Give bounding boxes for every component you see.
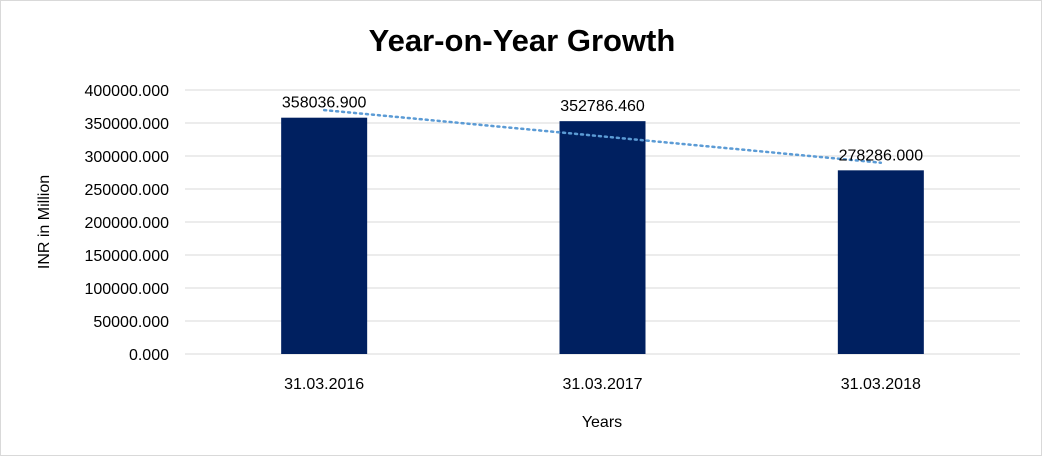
data-labels: 358036.900 352786.460 278286.000 [282,95,923,165]
trendline-layer [322,108,883,164]
x-tick-label: 31.03.2018 [841,376,921,393]
bar [837,170,924,354]
bar [559,121,646,354]
data-label: 352786.460 [560,98,645,115]
x-tick-label: 31.03.2017 [562,376,642,393]
y-tick-label: 250000.000 [84,182,169,199]
data-label: 278286.000 [839,147,924,164]
y-tick-label: 0.000 [129,347,169,364]
x-axis-ticks: 31.03.2016 31.03.2017 31.03.2018 [284,376,921,393]
chart-title: Year-on-Year Growth [369,23,676,58]
x-axis-title: Years [582,414,622,431]
y-tick-label: 200000.000 [84,215,169,232]
y-tick-label: 400000.000 [84,83,169,100]
y-tick-label: 350000.000 [84,116,169,133]
y-axis-title: INR in Million [36,175,53,269]
y-tick-label: 100000.000 [84,281,169,298]
data-label: 358036.900 [282,95,367,112]
y-tick-label: 150000.000 [84,248,169,265]
bar [281,117,368,354]
trendline [322,108,883,164]
y-axis-ticks: 0.000 50000.000 100000.000 150000.000 200000… [84,83,169,364]
y-tick-label: 50000.000 [93,314,169,331]
bars [281,117,924,354]
x-tick-label: 31.03.2016 [284,376,364,393]
y-tick-label: 300000.000 [84,149,169,166]
